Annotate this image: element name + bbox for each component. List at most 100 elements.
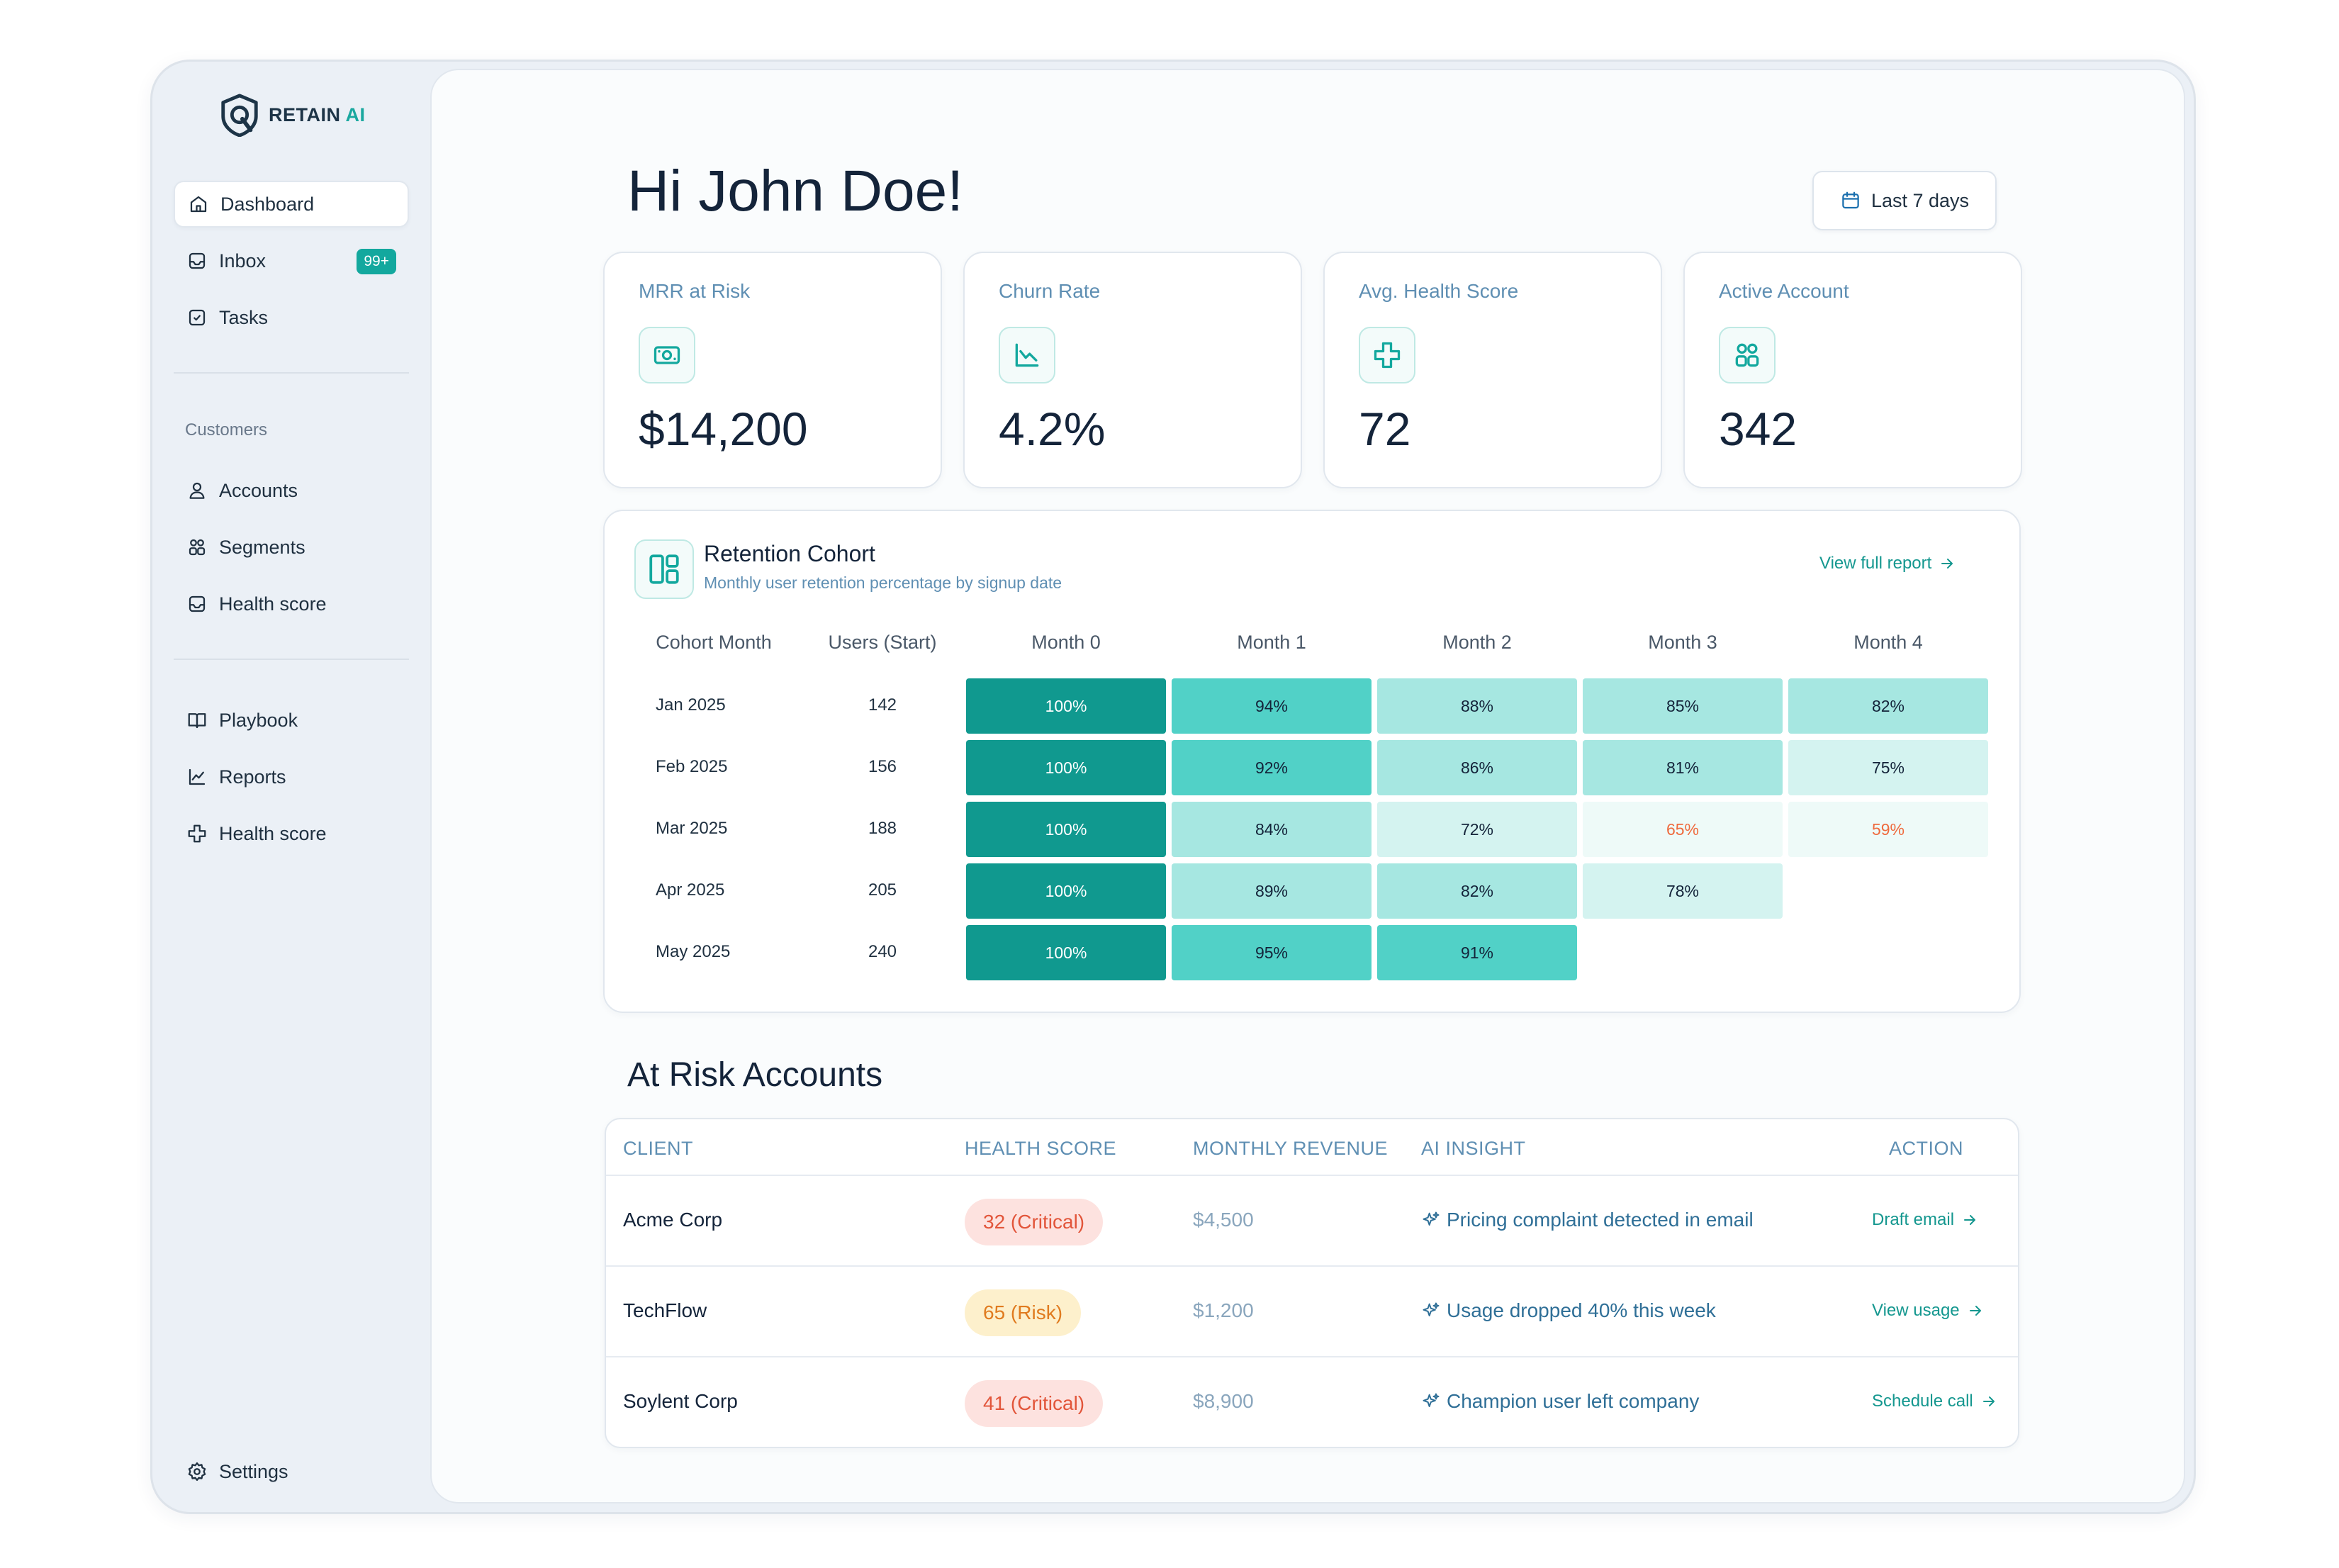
schedule-call-button[interactable]: Schedule call (1872, 1391, 1997, 1411)
arrow-right-icon (1982, 1396, 1995, 1406)
sidebar-item-label: Inbox (219, 250, 267, 271)
sidebar-item-label: Health score (219, 593, 327, 615)
retention-cell[interactable]: 78% (1583, 863, 1783, 919)
sidebar-item-playbook[interactable]: Playbook (174, 697, 409, 744)
health-plus-icon (188, 824, 206, 843)
main-panel: Hi John Doe! Last 7 days MRR at Risk $14… (430, 69, 2185, 1503)
sidebar-item-label: Reports (219, 766, 286, 788)
view-full-report-label: View full report (1819, 554, 1932, 573)
date-range-label: Last 7 days (1870, 189, 1970, 211)
table-divider (606, 1265, 2018, 1267)
sidebar-item-dashboard[interactable]: Dashboard (174, 181, 409, 228)
column-header-monthly-revenue: MONTHLY REVENUE (1193, 1138, 1389, 1159)
brand-logo[interactable]: RETAIN AI (218, 90, 366, 140)
cohort-month-label: Jan 2025 (656, 695, 726, 715)
sidebar-item-settings[interactable]: Settings (174, 1448, 409, 1495)
column-header-users-start: Users (Start) (828, 632, 937, 653)
sidebar-item-segments[interactable]: Segments (174, 524, 409, 571)
retention-cell[interactable]: 81% (1583, 740, 1783, 795)
stat-card-churn-rate[interactable]: Churn Rate 4.2% (963, 252, 1302, 488)
ai-insight: Champion user left company (1421, 1390, 1699, 1413)
sidebar-item-accounts[interactable]: Accounts (174, 467, 409, 514)
retention-cell[interactable]: 85% (1583, 678, 1783, 734)
sidebar-item-label: Accounts (219, 479, 298, 501)
sidebar-item-label: Playbook (219, 709, 298, 731)
retention-cell[interactable]: 100% (966, 678, 1166, 734)
column-header-month-1: Month 1 (1237, 632, 1306, 653)
date-range-button[interactable]: Last 7 days (1812, 171, 1997, 230)
retention-cell[interactable]: 92% (1172, 740, 1372, 795)
retention-cell[interactable]: 100% (966, 863, 1166, 919)
client-name[interactable]: TechFlow (623, 1299, 707, 1321)
view-usage-button[interactable]: View usage (1872, 1301, 1984, 1321)
users-icon (1735, 343, 1759, 367)
view-full-report-link[interactable]: View full report (1819, 554, 1956, 573)
retention-cell[interactable]: 100% (966, 740, 1166, 795)
column-header-ai-insight: AI INSIGHT (1421, 1138, 1526, 1159)
monthly-revenue: $4,500 (1193, 1209, 1254, 1231)
ai-insight-text: Champion user left company (1447, 1390, 1700, 1412)
retention-cell[interactable]: 88% (1377, 678, 1577, 734)
draft-email-button[interactable]: Draft email (1872, 1210, 1978, 1230)
retention-cell[interactable]: 91% (1377, 925, 1577, 980)
sidebar-item-label: Health score (219, 822, 327, 844)
stat-value: $14,200 (639, 403, 808, 455)
stat-icon-box (1359, 327, 1415, 383)
sidebar-item-inbox[interactable]: Inbox 99+ (174, 237, 409, 284)
sidebar-item-tasks[interactable]: Tasks (174, 294, 409, 341)
arrow-right-icon (1969, 1306, 1981, 1316)
brand-name: RETAIN AI (269, 103, 366, 125)
ai-insight-text: Usage dropped 40% this week (1447, 1299, 1716, 1321)
retention-cell[interactable]: 82% (1788, 678, 1988, 734)
stat-label: Active Account (1719, 280, 1849, 302)
retention-cell[interactable]: 95% (1172, 925, 1372, 980)
stat-card-avg-health-score[interactable]: Avg. Health Score 72 (1323, 252, 1662, 488)
action-label: Draft email (1872, 1210, 1955, 1229)
sidebar-item-health-score-2[interactable]: Health score (174, 810, 409, 857)
sidebar-item-health-score[interactable]: Health score (174, 581, 409, 627)
ai-insight: Usage dropped 40% this week (1421, 1299, 1716, 1322)
health-score-badge: 41 (Critical) (965, 1380, 1104, 1427)
retention-cell[interactable]: 94% (1172, 678, 1372, 734)
sidebar-divider (174, 372, 409, 374)
retention-cell[interactable]: 75% (1788, 740, 1988, 795)
cohort-month-label: Apr 2025 (656, 880, 725, 900)
column-header-health-score: HEALTH SCORE (965, 1138, 1117, 1159)
users-icon (189, 539, 206, 556)
client-name[interactable]: Acme Corp (623, 1209, 723, 1231)
client-name[interactable]: Soylent Corp (623, 1390, 738, 1412)
retention-cell[interactable]: 89% (1172, 863, 1372, 919)
sidebar-item-reports[interactable]: Reports (174, 754, 409, 800)
home-icon (190, 196, 207, 213)
retention-cell[interactable]: 72% (1377, 802, 1577, 857)
retention-cell[interactable]: 100% (966, 925, 1166, 980)
health-score-badge: 32 (Critical) (965, 1199, 1104, 1245)
retention-cell[interactable]: 65% (1583, 802, 1783, 857)
table-divider (606, 1356, 2018, 1357)
stat-card-mrr-at-risk[interactable]: MRR at Risk $14,200 (603, 252, 942, 488)
monthly-revenue: $8,900 (1193, 1390, 1254, 1412)
action-label: View usage (1872, 1301, 1960, 1320)
stat-icon-box (999, 327, 1055, 383)
retention-cell[interactable]: 86% (1377, 740, 1577, 795)
stat-card-active-account[interactable]: Active Account 342 (1683, 252, 2022, 488)
app-frame: RETAIN AI Dashboard Inbox 99+ Tasks Cust… (150, 60, 2196, 1514)
retention-cell[interactable]: 82% (1377, 863, 1577, 919)
retention-cell[interactable]: 100% (966, 802, 1166, 857)
sparkle-icon (1423, 1211, 1440, 1226)
sidebar-item-label: Settings (219, 1460, 288, 1482)
arrow-right-icon (1941, 559, 1953, 569)
layout-icon (649, 554, 679, 584)
sidebar-item-label: Dashboard (220, 193, 315, 215)
retention-cell[interactable]: 84% (1172, 802, 1372, 857)
retention-cell[interactable]: 59% (1788, 802, 1988, 857)
check-square-icon (189, 309, 206, 326)
chart-line-icon (189, 768, 206, 785)
sidebar-item-label: Tasks (219, 306, 269, 328)
retain-logo-icon (221, 94, 258, 137)
health-score-badge: 65 (Risk) (965, 1289, 1082, 1336)
stat-icon-box (639, 327, 695, 383)
at-risk-title: At Risk Accounts (627, 1056, 883, 1094)
sidebar-divider (174, 659, 409, 660)
action-label: Schedule call (1872, 1391, 1973, 1411)
